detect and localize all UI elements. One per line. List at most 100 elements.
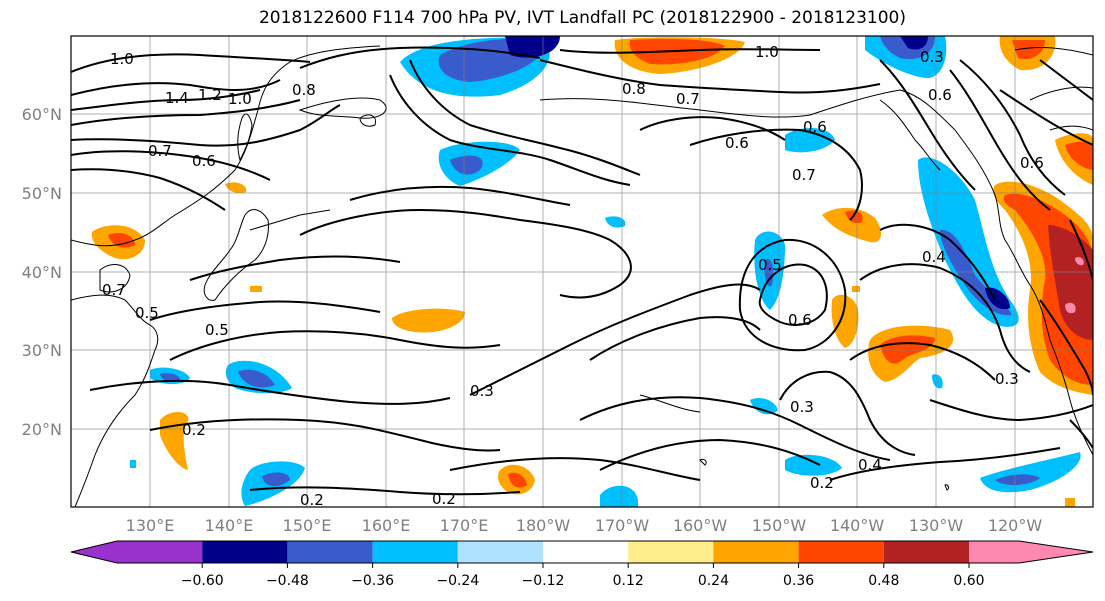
positive-region <box>1048 225 1093 340</box>
lat-label: 60°N <box>22 105 62 124</box>
contour-label: 0.2 <box>810 474 834 492</box>
positive-region <box>1065 141 1093 170</box>
contour-label: 0.6 <box>1020 154 1044 172</box>
contour-label: 1.2 <box>198 86 222 104</box>
lon-label: 160°E <box>362 516 411 535</box>
map-area: 1.0 1.4 1.2 1.0 0.8 0.7 0.6 0.7 0.5 0.5 … <box>71 36 1093 509</box>
negative-region <box>130 460 136 468</box>
lon-label: 160°W <box>673 516 728 535</box>
colorbar-segment <box>628 541 714 563</box>
colorbar-ticks <box>201 563 970 568</box>
negative-region <box>940 229 1012 316</box>
positive-region <box>1012 40 1045 60</box>
colorbar-label: 0.48 <box>868 573 899 589</box>
contour-label: 1.0 <box>110 50 134 68</box>
colorbar-segment <box>372 541 458 563</box>
contour-label: 0.7 <box>676 90 700 108</box>
colorbar-segment <box>883 541 969 563</box>
contour-label: 0.5 <box>205 321 229 339</box>
negative-region <box>505 36 560 58</box>
contour-label: 0.6 <box>928 86 952 104</box>
lon-label: 150°W <box>752 516 807 535</box>
lon-label: 120°W <box>988 516 1043 535</box>
contour-label: 1.4 <box>165 89 189 107</box>
colorbar-label: −0.48 <box>266 573 309 589</box>
latitude-labels: 60°N 50°N 40°N 30°N 20°N <box>22 105 62 439</box>
positive-region <box>852 286 860 292</box>
contour-label: 0.4 <box>922 248 946 266</box>
contour-label: 0.7 <box>792 166 816 184</box>
contour-label: 0.3 <box>995 370 1019 388</box>
negative-region <box>995 474 1040 486</box>
contour-labels: 1.0 1.4 1.2 1.0 0.8 0.7 0.6 0.7 0.5 0.5 … <box>102 43 1044 509</box>
colorbar-label: −0.24 <box>436 573 479 589</box>
colorbar-segment <box>543 541 629 563</box>
negative-region <box>918 157 1019 327</box>
negative-region <box>900 36 928 50</box>
contour-label: 0.2 <box>432 490 456 508</box>
colorbar-segment <box>457 541 543 563</box>
colorbar-label: −0.36 <box>351 573 394 589</box>
positive-region <box>1075 257 1084 266</box>
lon-label: 170°E <box>440 516 489 535</box>
contour-label: 0.4 <box>858 456 882 474</box>
contour-label: 0.5 <box>758 256 782 274</box>
contour-label: 0.6 <box>725 134 749 152</box>
colorbar-label: 0.24 <box>698 573 729 589</box>
colorbar: −0.60 −0.48 −0.36 −0.24 −0.12 0.12 0.24 … <box>70 540 1094 589</box>
colorbar-segment <box>287 541 373 563</box>
contour-label: 0.2 <box>300 491 324 509</box>
colorbar-segment <box>71 541 117 563</box>
colorbar-label: 0.12 <box>613 573 644 589</box>
colorbar-label: 0.36 <box>783 573 814 589</box>
negative-region <box>160 373 180 382</box>
contour-label: 0.6 <box>788 311 812 329</box>
positive-region <box>831 294 859 348</box>
contour-label: 0.5 <box>135 304 159 322</box>
colorbar-label: 0.60 <box>953 573 984 589</box>
contour-label: 0.6 <box>803 118 827 136</box>
negative-region <box>605 216 626 228</box>
contour-label: 1.0 <box>228 90 252 108</box>
negative-region <box>238 369 275 388</box>
lon-label: 150°E <box>283 516 332 535</box>
map-title: 2018122600 F114 700 hPa PV, IVT Landfall… <box>258 8 906 28</box>
lon-label: 170°W <box>595 516 650 535</box>
positive-region <box>1065 302 1076 314</box>
positive-region <box>508 472 527 488</box>
colorbar-segment <box>713 541 799 563</box>
positive-region <box>1065 498 1075 507</box>
positive-region <box>392 308 465 333</box>
negative-region <box>932 374 943 389</box>
lat-label: 30°N <box>22 341 62 360</box>
colorbar-label: −0.12 <box>522 573 565 589</box>
contour-label: 0.3 <box>790 398 814 416</box>
negative-region <box>450 155 483 175</box>
negative-region <box>750 398 778 415</box>
positive-region <box>250 286 262 292</box>
contour-label: 1.0 <box>755 43 779 61</box>
negative-region <box>785 128 835 153</box>
contour-label: 0.2 <box>182 421 206 439</box>
positive-region <box>108 233 135 248</box>
lat-label: 40°N <box>22 263 62 282</box>
contour-label: 0.8 <box>622 80 646 98</box>
negative-region <box>785 454 842 476</box>
colorbar-label: −0.60 <box>181 573 224 589</box>
lon-label: 140°E <box>205 516 254 535</box>
contour-label: 0.3 <box>470 382 494 400</box>
longitude-labels: 130°E 140°E 150°E 160°E 170°E 180°W 170°… <box>126 516 1043 535</box>
contour-label: 0.7 <box>148 142 172 160</box>
colorbar-segment <box>798 541 884 563</box>
positive-region <box>822 207 882 243</box>
negative-region <box>262 472 290 487</box>
contour-label: 0.7 <box>102 281 126 299</box>
contour-label: 0.8 <box>292 81 316 99</box>
lon-label: 180°W <box>516 516 571 535</box>
lat-label: 50°N <box>22 184 62 203</box>
positive-region <box>225 182 247 194</box>
colorbar-segment <box>117 541 203 563</box>
lon-label: 140°W <box>830 516 885 535</box>
colorbar-segment <box>202 541 288 563</box>
lon-label: 130°E <box>126 516 175 535</box>
